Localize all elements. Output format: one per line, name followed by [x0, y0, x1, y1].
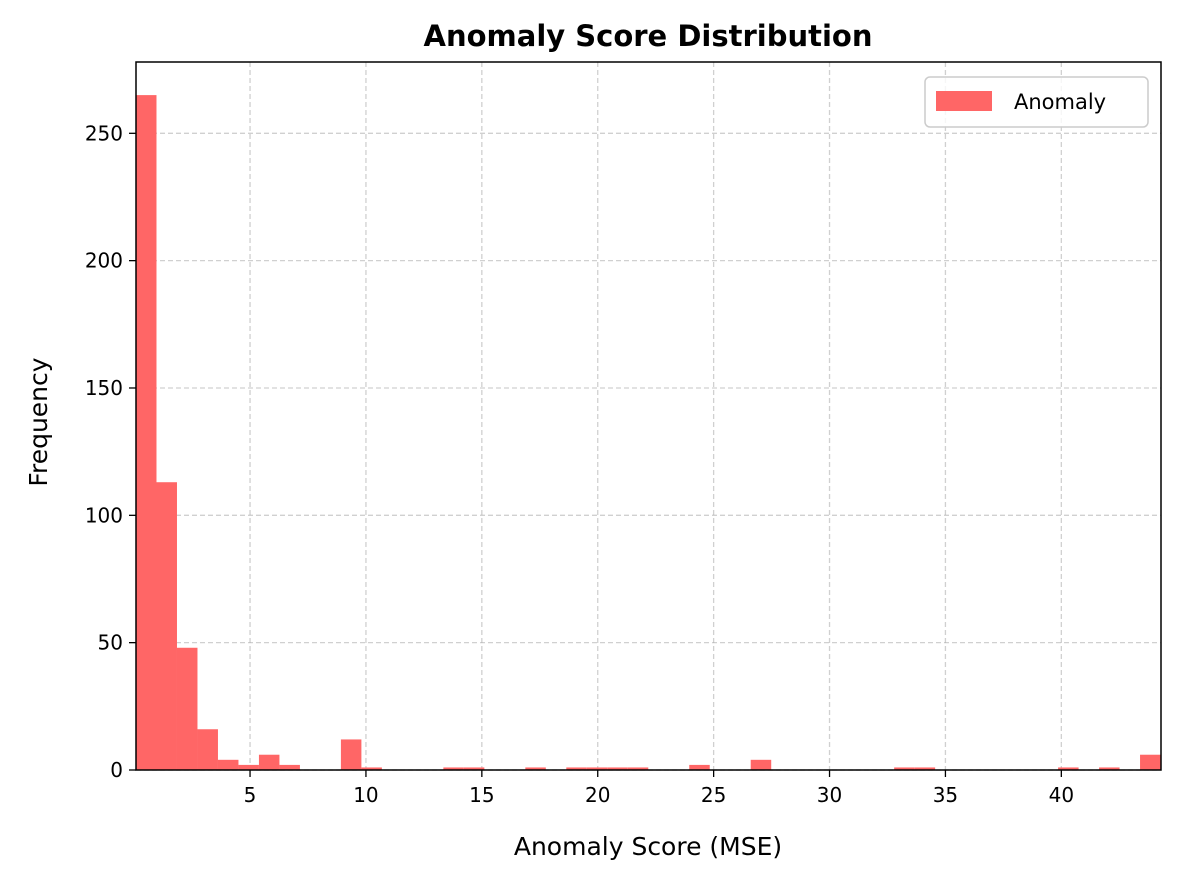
x-tick-label: 5 — [244, 783, 257, 807]
histogram-bar — [525, 767, 546, 770]
x-tick-label: 30 — [817, 783, 842, 807]
x-axis-label: Anomaly Score (MSE) — [514, 832, 782, 861]
histogram-bar — [1058, 767, 1079, 770]
histogram-bar — [1099, 767, 1120, 770]
legend-box — [924, 76, 1149, 128]
histogram-bar — [586, 767, 608, 770]
histogram-bar — [566, 767, 587, 770]
y-tick-label: 150 — [85, 376, 123, 400]
y-tick-label: 0 — [110, 758, 123, 782]
histogram-bar — [136, 95, 157, 770]
legend: Anomaly — [924, 76, 1149, 128]
histogram-bar — [463, 767, 485, 770]
histogram-bar — [238, 764, 259, 770]
histogram-bar — [156, 482, 177, 770]
legend-label-anomaly: Anomaly — [1014, 90, 1106, 114]
histogram-bar — [361, 767, 382, 770]
histogram-bar — [258, 754, 280, 770]
histogram-bar — [914, 767, 936, 770]
histogram-bar — [607, 767, 628, 770]
histogram-bar — [627, 767, 649, 770]
x-tick-label: 15 — [469, 783, 494, 807]
histogram-bar — [443, 767, 464, 770]
y-tick-label: 100 — [85, 503, 123, 527]
grid-lines — [136, 62, 1161, 771]
histogram-bar — [176, 647, 198, 770]
x-tick-label: 40 — [1049, 783, 1074, 807]
plot-frame — [135, 61, 1162, 771]
histogram-bar — [197, 729, 218, 770]
x-tick-label: 35 — [933, 783, 958, 807]
histogram-bar — [894, 767, 915, 770]
x-tick-label: 20 — [585, 783, 610, 807]
x-tick-label: 10 — [353, 783, 378, 807]
x-axis-ticks: 5 10 15 20 25 30 35 40 — [244, 770, 1074, 807]
chart-title: Anomaly Score Distribution — [424, 19, 873, 53]
y-tick-label: 250 — [85, 121, 123, 145]
histogram-bars — [136, 95, 1161, 770]
y-axis-label: Frequency — [24, 357, 53, 486]
x-tick-label: 25 — [701, 783, 726, 807]
histogram-bar — [1140, 754, 1161, 770]
legend-swatch-anomaly — [936, 91, 992, 111]
histogram-bar — [217, 759, 239, 770]
y-tick-label: 200 — [85, 249, 123, 273]
histogram-bar — [750, 759, 772, 770]
histogram-bar — [689, 764, 710, 770]
y-axis-ticks: 0 50 100 150 200 250 — [85, 121, 136, 782]
y-tick-label: 50 — [98, 631, 123, 655]
histogram-bar — [279, 764, 300, 770]
histogram-bar — [340, 739, 362, 770]
